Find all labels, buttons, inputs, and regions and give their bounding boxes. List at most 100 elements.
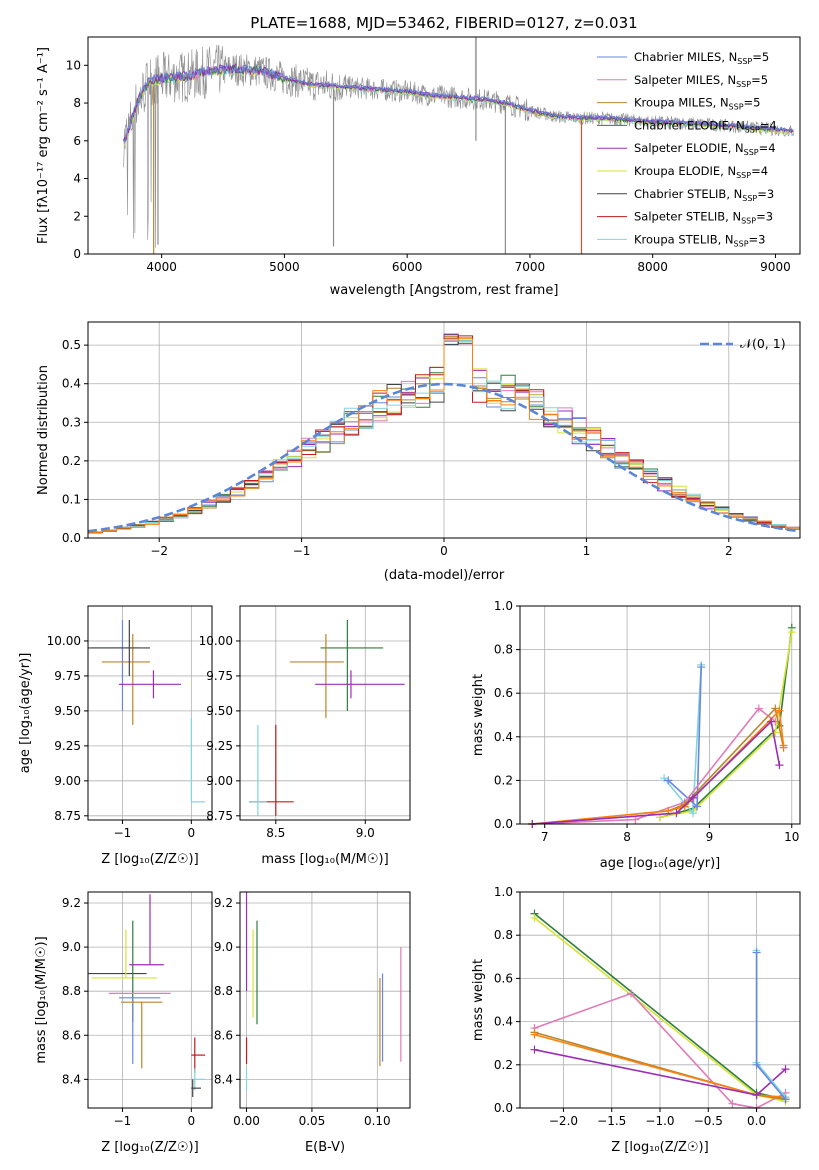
- x-tick-label: 9000: [760, 260, 791, 274]
- errorbar-plot: [248, 619, 405, 816]
- y-tick-label: 0.8: [494, 643, 513, 657]
- x-tick-label: 0: [188, 1114, 196, 1128]
- model-spectrum: [123, 64, 794, 143]
- x-tick-label: 6000: [392, 260, 423, 274]
- legend-entry: Salpeter STELIB, NSSP=3: [634, 210, 773, 226]
- x-tick-label: 0.10: [364, 1114, 391, 1128]
- x-tick-label: −0.5: [694, 1114, 723, 1128]
- histogram-plot: [88, 333, 800, 534]
- x-tick-label: 5000: [269, 260, 300, 274]
- y-tick-label: 8.4: [62, 1072, 81, 1086]
- y-tick-label: 1.0: [494, 885, 513, 899]
- weight-marker: [779, 741, 788, 750]
- y-tick-label: 0.4: [494, 1015, 513, 1029]
- y-tick-label: 9.75: [206, 669, 233, 683]
- x-tick-label: 7000: [515, 260, 546, 274]
- y-tick-label: 1.0: [494, 599, 513, 613]
- legend-entry: Chabrier ELODIE, NSSP=4: [634, 118, 777, 134]
- x-tick-label: −1: [293, 544, 311, 558]
- y-tick-label: 2: [73, 209, 81, 223]
- y-tick-label: 0.0: [494, 1101, 513, 1115]
- legend-entry: Kroupa ELODIE, NSSP=4: [634, 164, 768, 180]
- weight-series: [755, 952, 787, 1100]
- chart-title: PLATE=1688, MJD=53462, FIBERID=0127, z=0…: [250, 14, 637, 32]
- x-axis-label: Z [log₁₀(Z/Z☉)]: [101, 852, 198, 867]
- x-axis-label: E(B-V): [305, 1140, 345, 1155]
- x-axis-label: (data-model)/error: [384, 568, 505, 583]
- y-tick-label: 8.8: [62, 984, 81, 998]
- axes-frame: [239, 605, 411, 821]
- x-tick-label: 7: [541, 830, 549, 844]
- x-tick-label: 9.0: [356, 826, 375, 840]
- weight-marker: [728, 1099, 737, 1108]
- legend-entry: Chabrier STELIB, NSSP=3: [634, 187, 774, 203]
- y-tick-label: 6: [73, 134, 81, 148]
- y-tick-label: 9.0: [214, 940, 233, 954]
- y-tick-label: 0.4: [62, 377, 81, 391]
- y-tick-label: 0.6: [494, 686, 513, 700]
- normal-curve: [88, 382, 798, 533]
- y-tick-label: 10.00: [199, 634, 233, 648]
- x-tick-label: −1.0: [645, 1114, 674, 1128]
- x-tick-label: 8000: [637, 260, 668, 274]
- weight-marker: [530, 1045, 539, 1054]
- legend-entry: Kroupa STELIB, NSSP=3: [634, 232, 765, 248]
- y-axis-label: age [log₁₀(age/yr)]: [18, 653, 33, 774]
- x-tick-label: 0: [440, 544, 448, 558]
- y-tick-label: 8.4: [214, 1072, 233, 1086]
- x-tick-label: −2: [150, 544, 168, 558]
- y-tick-label: 8.75: [206, 809, 233, 823]
- x-tick-label: 0: [188, 826, 196, 840]
- y-tick-label: 9.2: [214, 896, 233, 910]
- y-tick-label: 0.5: [62, 338, 81, 352]
- y-tick-label: 9.25: [206, 739, 233, 753]
- weight-marker: [627, 989, 636, 998]
- weight-marker: [775, 761, 784, 770]
- x-tick-label: −1: [114, 826, 132, 840]
- weight-plot: [528, 623, 796, 828]
- x-axis-label: mass [log₁₀(M/M☉)]: [261, 852, 388, 867]
- y-tick-label: 9.2: [62, 896, 81, 910]
- axes-frame: [87, 891, 213, 1109]
- weight-marker: [787, 628, 796, 637]
- errorbar-plot: [88, 894, 206, 1097]
- weight-marker: [767, 717, 776, 726]
- y-axis-label: Flux [fλ10⁻¹⁷ erg cm⁻² s⁻¹ A⁻¹]: [36, 47, 51, 244]
- weight-marker: [680, 802, 689, 811]
- x-tick-label: 4000: [146, 260, 177, 274]
- x-tick-label: 2: [725, 544, 733, 558]
- weight-marker: [688, 793, 697, 802]
- y-tick-label: 9.25: [54, 739, 81, 753]
- y-tick-label: 9.75: [54, 669, 81, 683]
- y-tick-label: 10: [66, 58, 81, 72]
- y-tick-label: 9.50: [54, 704, 81, 718]
- legend-entry: 𝒩(0, 1): [740, 336, 786, 351]
- y-tick-label: 0.2: [494, 773, 513, 787]
- x-axis-label: wavelength [Angstrom, rest frame]: [330, 283, 559, 298]
- weight-plot: [530, 909, 790, 1112]
- legend-entry: Chabrier MILES, NSSP=5: [634, 50, 769, 66]
- x-tick-label: 0.05: [299, 1114, 326, 1128]
- x-tick-label: 9: [706, 830, 714, 844]
- y-tick-label: 9.50: [206, 704, 233, 718]
- weight-marker: [752, 1091, 761, 1100]
- x-tick-label: 1: [583, 544, 591, 558]
- y-tick-label: 4: [73, 172, 81, 186]
- y-tick-label: 0.4: [494, 730, 513, 744]
- panel-6: [240, 892, 410, 1108]
- x-axis-label: Z [log₁₀(Z/Z☉)]: [611, 1140, 708, 1155]
- panel-3: [240, 606, 410, 820]
- y-tick-label: 8.75: [54, 809, 81, 823]
- errorbar-plot: [88, 619, 206, 803]
- weight-marker: [781, 1095, 790, 1104]
- y-tick-label: 0.1: [62, 492, 81, 506]
- weight-marker: [530, 913, 539, 922]
- legend-entry: Salpeter ELODIE, NSSP=4: [634, 141, 776, 157]
- legend-entry: Salpeter MILES, NSSP=5: [634, 73, 768, 89]
- y-tick-label: 8.8: [214, 984, 233, 998]
- x-tick-label: 8: [623, 830, 631, 844]
- y-tick-label: 0.0: [494, 817, 513, 831]
- y-tick-label: 0: [73, 247, 81, 261]
- panel-4: [520, 605, 800, 825]
- weight-series: [663, 664, 702, 816]
